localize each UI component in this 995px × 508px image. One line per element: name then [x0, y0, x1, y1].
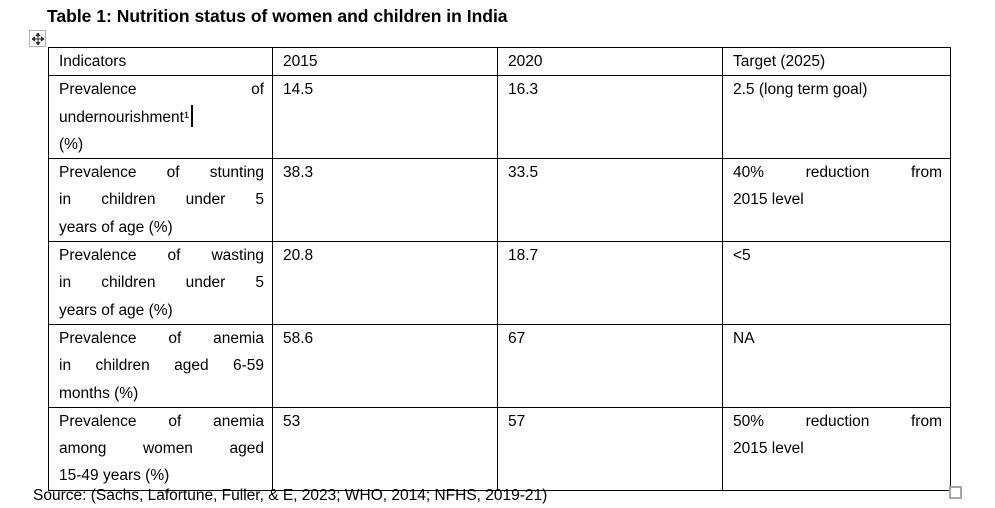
value-2015-cell[interactable]: 14.5: [272, 75, 498, 160]
value-2020-cell[interactable]: 18.7: [497, 241, 723, 325]
table-move-handle[interactable]: [29, 30, 46, 47]
text-caret: [191, 104, 194, 127]
header-cell-target[interactable]: Target (2025): [722, 46, 951, 77]
indicator-cell[interactable]: Prevalence of undernourishment¹ (%): [48, 75, 273, 160]
value-2015-cell[interactable]: 38.3: [272, 158, 498, 243]
table-row-wasting: Prevalence of wasting in children under …: [48, 241, 951, 325]
value-2015-cell[interactable]: 20.8: [272, 241, 498, 325]
value-2020-cell[interactable]: 57: [497, 406, 723, 491]
source-citation[interactable]: Source: (Sachs, Lafortune, Fuller, & E, …: [33, 487, 548, 504]
indicator-cell[interactable]: Prevalence of stunting in children under…: [48, 158, 273, 243]
nutrition-table: Indicators 2015 2020 Target (2025) Preva…: [48, 46, 951, 491]
target-cell[interactable]: 40% reduction from 2015 level: [722, 158, 951, 243]
value-2020-cell[interactable]: 16.3: [497, 75, 723, 160]
target-cell[interactable]: <5: [722, 241, 951, 325]
header-cell-indicators[interactable]: Indicators: [48, 46, 273, 77]
table-title[interactable]: Table 1: Nutrition status of women and c…: [47, 6, 508, 26]
table-row-undernourishment: Prevalence of undernourishment¹ (%) 14.5…: [48, 75, 951, 160]
target-cell[interactable]: NA: [722, 323, 951, 408]
value-2020-cell[interactable]: 67: [497, 323, 723, 408]
indicator-cell[interactable]: Prevalence of anemia in children aged 6-…: [48, 323, 273, 408]
move-table-icon: [31, 32, 44, 45]
value-2015-cell[interactable]: 58.6: [272, 323, 498, 408]
header-cell-2020[interactable]: 2020: [497, 46, 723, 77]
target-cell[interactable]: 2.5 (long term goal): [722, 75, 951, 160]
indicator-cell[interactable]: Prevalence of wasting in children under …: [48, 241, 273, 325]
value-2020-cell[interactable]: 33.5: [497, 158, 723, 243]
target-cell[interactable]: 50% reduction from 2015 level: [722, 406, 951, 491]
value-2015-cell[interactable]: 53: [272, 406, 498, 491]
table-header-row: Indicators 2015 2020 Target (2025): [48, 46, 951, 77]
table-row-anemia-women: Prevalence of anemia among women aged 15…: [48, 406, 951, 491]
header-cell-2015[interactable]: 2015: [272, 46, 498, 77]
indicator-cell[interactable]: Prevalence of anemia among women aged 15…: [48, 406, 273, 491]
table-row-stunting: Prevalence of stunting in children under…: [48, 158, 951, 243]
table-row-anemia-children: Prevalence of anemia in children aged 6-…: [48, 323, 951, 408]
table-resize-handle[interactable]: [949, 486, 962, 499]
